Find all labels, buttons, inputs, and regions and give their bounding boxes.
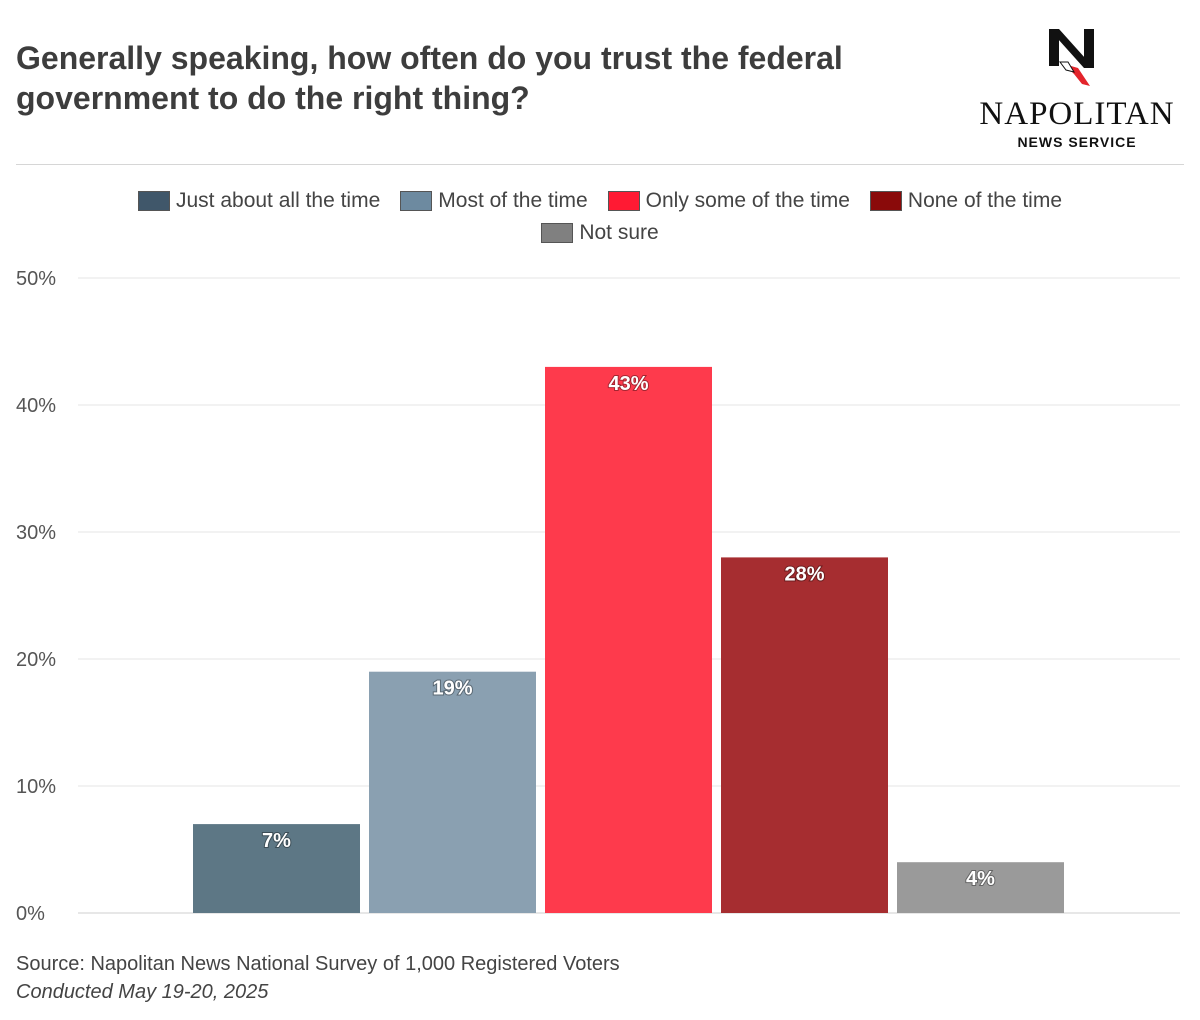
- logo-subtitle: NEWS SERVICE: [1017, 134, 1137, 150]
- bar: [897, 862, 1064, 913]
- legend-swatch: [137, 191, 170, 211]
- bar-data-label: 4%: [966, 868, 995, 890]
- legend-label: Only some of the time: [645, 189, 850, 212]
- legend-label: Just about all the time: [175, 189, 381, 212]
- legend-swatch: [400, 191, 433, 211]
- header-divider: [16, 164, 1184, 165]
- legend-label: None of the time: [907, 189, 1062, 212]
- y-tick-label: 30%: [16, 522, 56, 544]
- bar: [193, 824, 360, 913]
- chart-legend: Just about all the time Most of the time O…: [60, 188, 1140, 246]
- legend-item: Only some of the time: [607, 188, 850, 214]
- bar-data-label: 28%: [784, 563, 824, 585]
- y-tick-label: 0%: [16, 903, 45, 925]
- y-tick-label: 10%: [16, 776, 56, 798]
- y-tick-label: 50%: [16, 268, 56, 290]
- legend-item: Just about all the time: [137, 188, 381, 214]
- legend-item: None of the time: [869, 188, 1062, 214]
- napolitan-n-emblem-icon: [1049, 29, 1094, 86]
- y-tick-label: 40%: [16, 395, 56, 417]
- bar-data-label: 43%: [608, 373, 648, 395]
- bar-data-label: 19%: [432, 678, 472, 700]
- napolitan-logo: NAPOLITAN NEWS SERVICE: [974, 26, 1180, 154]
- survey-date: Conducted May 19-20, 2025: [16, 981, 269, 1003]
- chart-title: Generally speaking, how often do you tru…: [16, 40, 843, 116]
- legend-label: Most of the time: [438, 189, 588, 212]
- legend-item: Most of the time: [400, 188, 588, 214]
- source-note: Source: Napolitan News National Survey o…: [16, 950, 620, 1006]
- legend-swatch: [869, 191, 902, 211]
- legend-swatch: [607, 191, 640, 211]
- logo-wordmark: NAPOLITAN: [979, 96, 1175, 132]
- legend-item: Not sure: [541, 220, 659, 246]
- bar: [545, 366, 712, 913]
- bar: [369, 671, 536, 913]
- y-tick-label: 20%: [16, 649, 56, 671]
- bar: [721, 557, 888, 913]
- legend-label: Not sure: [579, 221, 659, 244]
- source-text: Source: Napolitan News National Survey o…: [16, 953, 620, 975]
- legend-swatch: [541, 223, 574, 243]
- bar-chart: 0% 10% 20% 30% 40% 50% 7% 19% 43% 28% 4%: [16, 268, 1180, 925]
- bar-data-label: 7%: [262, 830, 291, 852]
